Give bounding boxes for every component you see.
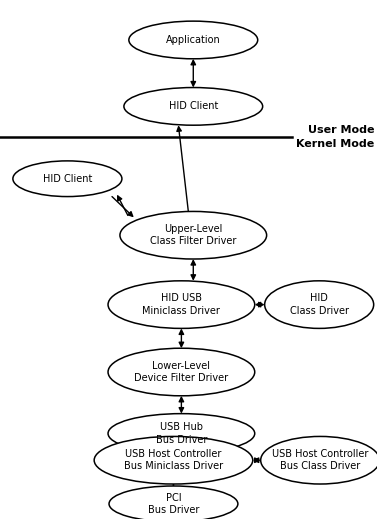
- Ellipse shape: [261, 437, 380, 484]
- Text: HID USB
Miniclass Driver: HID USB Miniclass Driver: [142, 293, 220, 316]
- Ellipse shape: [109, 486, 238, 521]
- Text: HID Client: HID Client: [169, 102, 218, 111]
- Text: PCI
Bus Driver: PCI Bus Driver: [148, 493, 199, 515]
- Ellipse shape: [264, 281, 374, 328]
- Text: USB Hub
Bus Driver: USB Hub Bus Driver: [156, 422, 207, 444]
- Text: HID Client: HID Client: [43, 173, 92, 184]
- Text: User Mode: User Mode: [308, 125, 375, 135]
- Ellipse shape: [124, 88, 263, 125]
- Text: Kernel Mode: Kernel Mode: [296, 139, 375, 149]
- Text: Lower-Level
Device Filter Driver: Lower-Level Device Filter Driver: [134, 361, 228, 383]
- Ellipse shape: [13, 161, 122, 196]
- Ellipse shape: [120, 212, 267, 259]
- Text: Upper-Level
Class Filter Driver: Upper-Level Class Filter Driver: [150, 224, 236, 246]
- Text: USB Host Controller
Bus Miniclass Driver: USB Host Controller Bus Miniclass Driver: [124, 449, 223, 472]
- Ellipse shape: [129, 21, 258, 59]
- Ellipse shape: [108, 281, 255, 328]
- Text: Application: Application: [166, 35, 221, 45]
- Ellipse shape: [94, 437, 253, 484]
- Text: HID
Class Driver: HID Class Driver: [290, 293, 349, 316]
- Ellipse shape: [108, 348, 255, 396]
- Ellipse shape: [108, 414, 255, 453]
- Text: USB Host Controller
Bus Class Driver: USB Host Controller Bus Class Driver: [272, 449, 368, 472]
